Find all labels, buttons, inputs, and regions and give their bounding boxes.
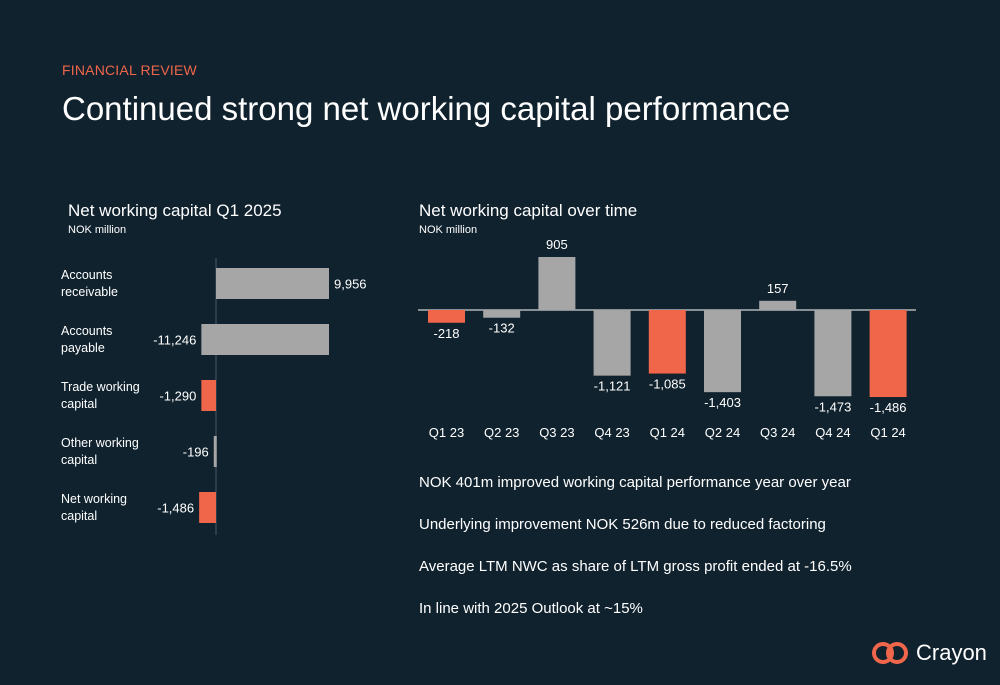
key-points: NOK 401m improved working capital perfor… xyxy=(419,474,852,642)
time-bar xyxy=(648,310,686,374)
waterfall-bar xyxy=(201,380,216,411)
bar-value-label: -1,403 xyxy=(704,395,741,410)
x-tick-label: Q2 24 xyxy=(705,425,740,440)
x-tick-label: Q2 23 xyxy=(484,425,519,440)
time-bar xyxy=(869,310,907,398)
bar-value-label: 9,956 xyxy=(334,277,367,292)
left-chart-unit: NOK million xyxy=(68,224,127,236)
x-tick-label: Q3 24 xyxy=(760,425,795,440)
bar-value-label: -1,486 xyxy=(157,501,194,516)
key-point: Average LTM NWC as share of LTM gross pr… xyxy=(419,558,852,575)
right-chart-title: Net working capital over time xyxy=(419,201,638,220)
category-label: Accounts xyxy=(61,268,112,282)
bar-value-label: -218 xyxy=(433,326,459,341)
waterfall-bar xyxy=(201,324,329,355)
waterfall-bar xyxy=(213,436,217,467)
x-tick-label: Q4 23 xyxy=(594,425,629,440)
bar-value-label: 157 xyxy=(767,281,789,296)
time-bar xyxy=(538,257,576,310)
time-bar xyxy=(759,300,797,310)
logo-text: Crayon xyxy=(916,640,987,665)
key-point: Underlying improvement NOK 526m due to r… xyxy=(419,516,826,533)
time-bar xyxy=(428,310,465,323)
bar-value-label: -132 xyxy=(489,321,515,336)
key-point: In line with 2025 Outlook at ~15% xyxy=(419,600,643,617)
key-point: NOK 401m improved working capital perfor… xyxy=(419,474,851,491)
bar-value-label: -1,486 xyxy=(870,400,907,415)
bar-value-label: -11,246 xyxy=(153,333,196,348)
category-label: Other working xyxy=(61,436,139,450)
category-label: capital xyxy=(61,509,97,523)
bar-value-label: -1,290 xyxy=(159,389,196,404)
page-title: Continued strong net working capital per… xyxy=(62,90,791,127)
bar-value-label: -1,085 xyxy=(649,377,686,392)
category-label: capital xyxy=(61,397,97,411)
category-label: Accounts xyxy=(61,324,112,338)
bar-value-label: -196 xyxy=(183,445,209,460)
waterfall-bar xyxy=(216,268,329,299)
category-label: payable xyxy=(61,341,105,355)
x-tick-label: Q1 24 xyxy=(650,425,685,440)
section-eyebrow: FINANCIAL REVIEW xyxy=(62,62,197,78)
time-bar xyxy=(814,310,852,397)
x-tick-label: Q4 24 xyxy=(815,425,850,440)
x-tick-label: Q1 23 xyxy=(429,425,464,440)
time-bar xyxy=(704,310,741,393)
bar-value-label: -1,473 xyxy=(814,399,851,414)
x-tick-label: Q1 24 xyxy=(870,425,905,440)
category-label: receivable xyxy=(61,285,118,299)
x-tick-label: Q3 23 xyxy=(539,425,574,440)
left-chart-title: Net working capital Q1 2025 xyxy=(68,201,282,220)
waterfall-bar xyxy=(199,492,216,523)
time-bar xyxy=(593,310,631,376)
crayon-logo-icon xyxy=(872,642,908,664)
bar-value-label: 905 xyxy=(546,237,568,252)
category-label: Trade working xyxy=(61,380,140,394)
crayon-logo: Crayon xyxy=(870,640,987,666)
right-chart-unit: NOK million xyxy=(419,224,478,236)
category-label: Net working xyxy=(61,492,127,506)
time-bar xyxy=(483,310,521,318)
bar-value-label: -1,121 xyxy=(594,379,631,394)
category-label: capital xyxy=(61,453,97,467)
